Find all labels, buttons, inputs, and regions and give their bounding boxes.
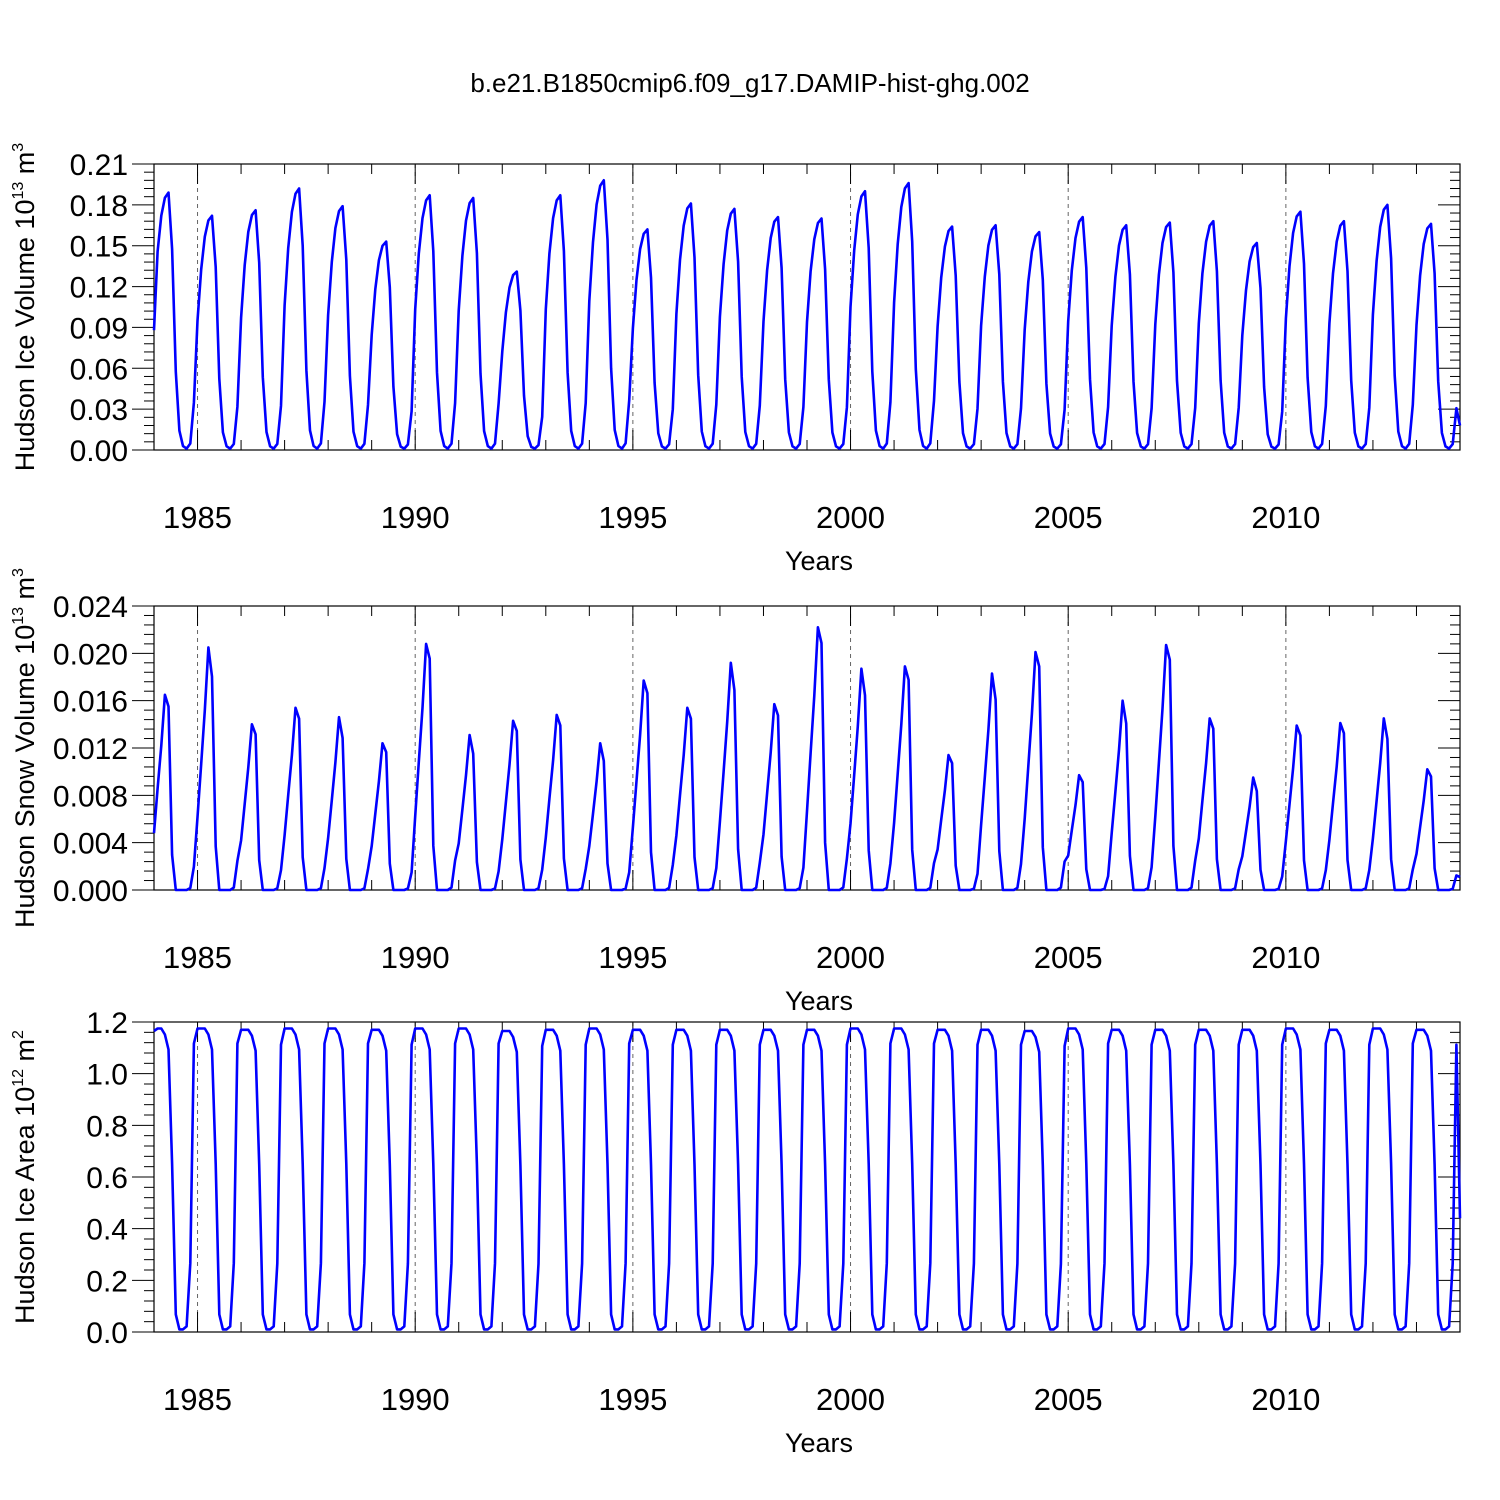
snow-volume-y-tick-label: 0.000 bbox=[53, 875, 128, 908]
ice-area-y-tick-label: 0.8 bbox=[86, 1110, 128, 1143]
ice-volume-x-tick-label: 2010 bbox=[1251, 500, 1320, 535]
ice-volume-x-axis-label: Years bbox=[785, 546, 853, 576]
ice-area-x-tick-label: 1995 bbox=[598, 1382, 667, 1417]
ice-volume-y-tick-label: 0.12 bbox=[70, 272, 128, 305]
ice-volume-y-axis-label: Hudson Ice Volume 1013 m3 bbox=[10, 143, 40, 471]
ice-volume-x-tick-label: 1985 bbox=[163, 500, 232, 535]
snow-volume-x-tick-label: 1990 bbox=[381, 940, 450, 975]
ice-area-y-tick-label: 0.6 bbox=[86, 1162, 128, 1195]
ice-volume-y-tick-label: 0.21 bbox=[70, 149, 128, 182]
ice-volume-y-tick-label: 0.09 bbox=[70, 312, 128, 345]
snow-volume-y-tick-label: 0.020 bbox=[53, 638, 128, 671]
ice-area-x-tick-label: 1990 bbox=[381, 1382, 450, 1417]
snow-volume-y-tick-label: 0.024 bbox=[53, 591, 128, 624]
snow-volume-x-tick-label: 2000 bbox=[816, 940, 885, 975]
ice-volume-y-tick-label: 0.03 bbox=[70, 394, 128, 427]
ice-area-x-tick-label: 2010 bbox=[1251, 1382, 1320, 1417]
snow-volume-plot-frame bbox=[153, 605, 1461, 891]
ice-area-x-tick-label: 2005 bbox=[1034, 1382, 1103, 1417]
snow-volume-x-tick-label: 2010 bbox=[1251, 940, 1320, 975]
snow-volume-x-axis-label: Years bbox=[785, 986, 853, 1016]
snow-volume-y-tick-label: 0.004 bbox=[53, 828, 128, 861]
figure-title: b.e21.B1850cmip6.f09_g17.DAMIP-hist-ghg.… bbox=[470, 68, 1029, 98]
snow-volume-x-tick-label: 1985 bbox=[163, 940, 232, 975]
ice-volume-x-tick-label: 2000 bbox=[816, 500, 885, 535]
ice-volume-y-tick-label: 0.00 bbox=[70, 435, 128, 468]
snow-volume-y-tick-label: 0.012 bbox=[53, 733, 128, 766]
ice-area-series-line bbox=[153, 1027, 1462, 1331]
ice-area-x-tick-label: 1985 bbox=[163, 1382, 232, 1417]
snow-volume-series-line bbox=[152, 625, 1461, 892]
ice-volume-y-tick-label: 0.18 bbox=[70, 190, 128, 223]
ice-volume-x-tick-label: 1990 bbox=[381, 500, 450, 535]
ice-area-y-tick-label: 0.2 bbox=[86, 1265, 128, 1298]
ice-volume-x-tick-label: 1995 bbox=[598, 500, 667, 535]
ice-area-panel: 0.0 0.2 0.4 0.6 0.8 1.0 1.2 1985 1990 1995 2000 200… bbox=[10, 1007, 1462, 1458]
ice-area-y-axis-label: Hudson Ice Area 1012 m2 bbox=[10, 1030, 40, 1324]
ice-volume-panel: 0.00 0.03 0.06 0.09 0.12 0.15 0.18 0.21 1985 1990… bbox=[10, 143, 1462, 576]
snow-volume-x-tick-label: 2005 bbox=[1034, 940, 1103, 975]
snow-volume-x-tick-label: 1995 bbox=[598, 940, 667, 975]
snow-volume-y-axis-label: Hudson Snow Volume 1013 m3 bbox=[10, 568, 40, 928]
ice-volume-y-tick-label: 0.06 bbox=[70, 353, 128, 386]
ice-area-x-axis-label: Years bbox=[785, 1428, 853, 1458]
ice-area-y-tick-label: 1.0 bbox=[86, 1059, 128, 1092]
ice-area-y-tick-label: 1.2 bbox=[86, 1007, 128, 1040]
snow-volume-panel: 0.000 0.004 0.008 0.012 0.016 0.020 0.024 1985 1… bbox=[10, 568, 1461, 1016]
snow-volume-y-tick-label: 0.016 bbox=[53, 686, 128, 719]
ice-volume-x-tick-label: 2005 bbox=[1034, 500, 1103, 535]
ice-area-x-tick-label: 2000 bbox=[816, 1382, 885, 1417]
ice-area-y-tick-label: 0.4 bbox=[86, 1214, 128, 1247]
snow-volume-y-tick-label: 0.008 bbox=[53, 780, 128, 813]
ice-volume-series-line bbox=[152, 179, 1462, 450]
ice-area-y-tick-label: 0.0 bbox=[86, 1317, 128, 1350]
ice-volume-y-tick-label: 0.15 bbox=[70, 231, 128, 264]
